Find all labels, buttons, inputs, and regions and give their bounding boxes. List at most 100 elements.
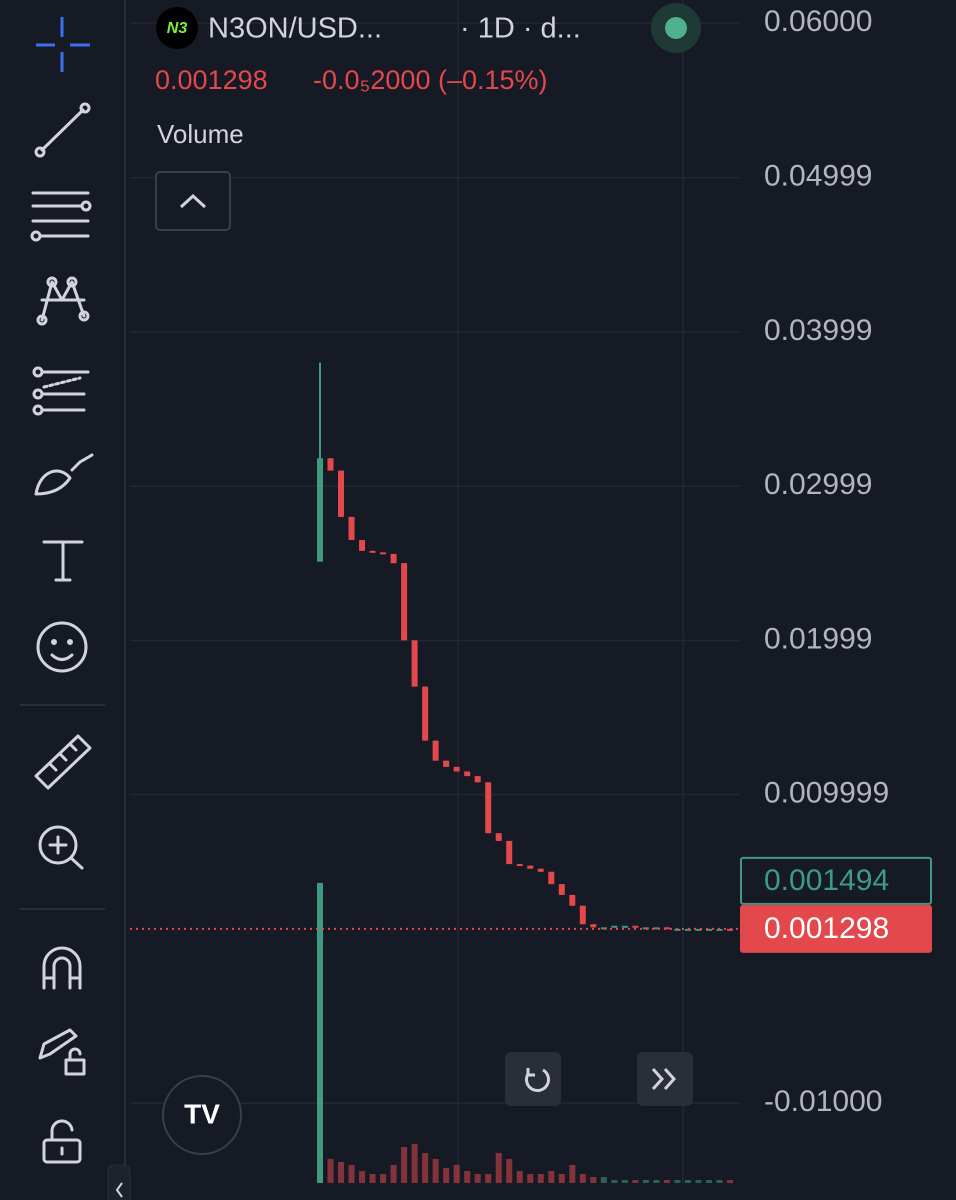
candle-body	[590, 924, 597, 928]
pattern-tool[interactable]	[36, 276, 90, 326]
price-change: -0.0₅2000 (–0.15%)	[313, 65, 548, 95]
volume-bar	[684, 1180, 691, 1183]
indicator-name[interactable]: Volume	[157, 119, 244, 149]
candle-body	[422, 686, 429, 741]
symbol-logo-mark: N3	[167, 20, 188, 37]
candle-body	[380, 552, 387, 555]
volume-bar	[453, 1165, 460, 1183]
tradingview-logo-mark: TV	[184, 1098, 220, 1129]
candle-body	[527, 865, 534, 869]
candle-body	[558, 884, 565, 895]
last-price: 0.001298	[155, 65, 268, 95]
candle-body	[642, 927, 649, 930]
reset-icon	[525, 1068, 550, 1092]
candle-body	[485, 782, 492, 834]
candle-body	[695, 928, 702, 931]
volume-bar	[369, 1174, 376, 1183]
candle-body	[464, 771, 471, 777]
candle-body	[432, 740, 439, 761]
zoom-tool[interactable]	[38, 825, 84, 870]
y-tick-label: 0.01999	[764, 622, 872, 655]
collapse-toolbar[interactable]	[107, 1164, 131, 1200]
volume-bar	[474, 1174, 481, 1183]
volume-bar	[422, 1153, 429, 1183]
collapse-arrow	[115, 1182, 123, 1198]
volume-bar	[327, 1159, 334, 1183]
y-tick-label: 0.02999	[764, 468, 872, 501]
candle-body	[390, 553, 397, 564]
volume-bar	[548, 1171, 555, 1183]
symbol-logo	[156, 7, 198, 49]
candle-body	[516, 864, 523, 867]
symbol-name[interactable]: N3ON/USD...	[208, 13, 382, 45]
trendline-tool[interactable]	[34, 102, 91, 158]
volume-bar	[611, 1180, 618, 1183]
magnet-tool[interactable]	[42, 946, 82, 990]
reset-chart-button[interactable]	[505, 1052, 561, 1106]
collapse-indicators-button[interactable]	[155, 171, 231, 231]
emoji-tool[interactable]	[36, 621, 88, 673]
volume-bar	[727, 1180, 733, 1183]
volume-bar	[632, 1180, 639, 1183]
y-tick-label: 0.009999	[764, 777, 889, 810]
candle-body	[453, 766, 460, 772]
volume-bar	[401, 1147, 408, 1183]
candle-body	[611, 925, 618, 928]
volume-bar	[642, 1180, 649, 1183]
y-tick-label: 0.06000	[764, 5, 872, 38]
price-label-box	[740, 904, 932, 953]
interval[interactable]: · 1D · d...	[460, 13, 581, 45]
double-chevron-icon	[651, 1067, 677, 1091]
volume-bar	[464, 1171, 471, 1183]
volume-bar	[506, 1159, 513, 1183]
volume-bar	[495, 1153, 502, 1183]
volume-bar	[674, 1180, 681, 1183]
market-status[interactable]	[665, 17, 687, 39]
chevron-up	[179, 193, 207, 209]
volume-bar	[705, 1180, 712, 1183]
lock-tool[interactable]	[42, 1119, 82, 1164]
candle-body	[317, 458, 323, 562]
scroll-to-latest-button[interactable]	[637, 1052, 693, 1106]
crosshair-tool[interactable]	[36, 17, 90, 72]
volume-bar	[695, 1180, 702, 1183]
volume-bar	[569, 1165, 576, 1183]
candle-body	[369, 550, 376, 553]
candle-body	[548, 871, 555, 885]
volume-bar	[663, 1180, 670, 1183]
volume-bar	[716, 1180, 723, 1183]
volume-bar	[348, 1165, 355, 1183]
volume-bar	[516, 1171, 523, 1183]
candle-body	[359, 540, 366, 551]
candle-body	[537, 868, 544, 872]
volume-bar	[432, 1159, 439, 1183]
fib-tool[interactable]	[30, 191, 92, 242]
candle-body	[653, 927, 660, 930]
y-tick-label: 0.04999	[764, 160, 872, 193]
candle-body	[569, 894, 576, 906]
volume-bar	[600, 1177, 607, 1183]
candle-body	[338, 470, 345, 517]
text-tool[interactable]	[42, 540, 84, 582]
ruler-tool[interactable]	[34, 734, 92, 790]
volume-bar	[390, 1165, 397, 1183]
plot	[130, 362, 740, 1183]
volume-bar	[558, 1174, 565, 1183]
candle-body	[632, 925, 639, 928]
brush-tool[interactable]	[34, 453, 94, 496]
candle-body	[411, 640, 418, 687]
price-label: 0.001494	[764, 864, 889, 897]
forecast-tool[interactable]	[32, 366, 90, 416]
volume-bar	[411, 1144, 418, 1183]
candle-body	[600, 927, 607, 930]
volume-bar	[443, 1168, 450, 1183]
candle-body	[621, 925, 628, 928]
lock-drawings-tool[interactable]	[38, 1028, 86, 1076]
candle-body	[705, 928, 712, 931]
y-tick-label: 0.03999	[764, 314, 872, 347]
tradingview-logo[interactable]	[162, 1075, 242, 1155]
price-label-box	[740, 856, 932, 905]
volume-bar	[380, 1174, 387, 1183]
candle-body	[579, 905, 586, 925]
